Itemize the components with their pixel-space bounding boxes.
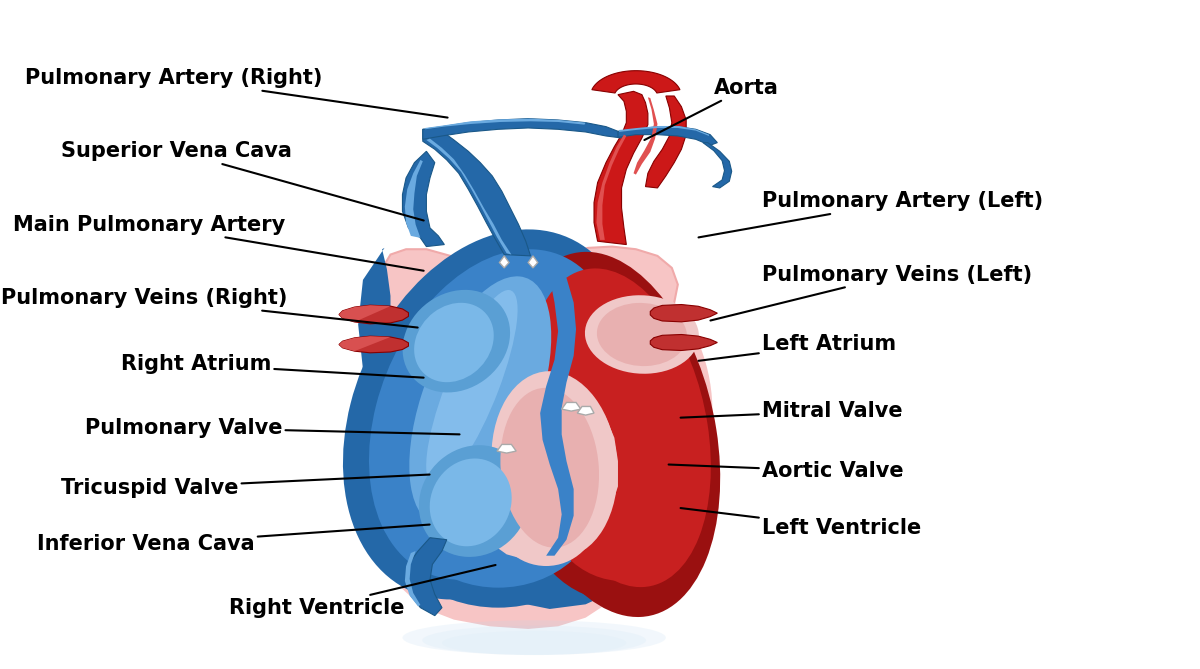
Text: Aorta: Aorta [644,78,779,140]
Text: Tricuspid Valve: Tricuspid Valve [61,474,430,498]
Polygon shape [650,334,718,351]
Polygon shape [425,118,586,129]
Polygon shape [340,305,390,322]
Ellipse shape [419,445,529,557]
Text: Inferior Vena Cava: Inferior Vena Cava [37,524,430,555]
Ellipse shape [526,268,710,587]
Polygon shape [592,71,680,93]
Text: Pulmonary Valve: Pulmonary Valve [85,417,460,438]
Polygon shape [596,134,626,240]
Ellipse shape [426,415,535,547]
Text: Pulmonary Artery (Left): Pulmonary Artery (Left) [698,191,1043,237]
Text: Right Ventricle: Right Ventricle [229,565,496,617]
Ellipse shape [430,458,511,547]
Polygon shape [497,444,516,453]
Ellipse shape [492,371,618,558]
Ellipse shape [596,303,686,366]
Polygon shape [386,471,622,629]
Polygon shape [619,126,709,136]
Text: Mitral Valve: Mitral Valve [680,401,902,421]
Ellipse shape [414,303,493,382]
Ellipse shape [390,355,678,607]
Polygon shape [562,403,581,411]
Ellipse shape [409,276,551,526]
Ellipse shape [442,631,626,655]
Polygon shape [499,256,509,268]
Polygon shape [406,538,446,615]
Text: Pulmonary Artery (Right): Pulmonary Artery (Right) [25,68,448,118]
Polygon shape [404,551,420,606]
Polygon shape [358,248,642,609]
Polygon shape [340,336,390,351]
Text: Left Atrium: Left Atrium [698,334,895,361]
Polygon shape [540,278,576,556]
Polygon shape [618,126,718,145]
Polygon shape [366,247,702,611]
Polygon shape [703,142,732,188]
Polygon shape [528,256,538,268]
Polygon shape [577,407,594,415]
Polygon shape [402,151,444,247]
Polygon shape [340,305,408,324]
Ellipse shape [422,626,646,655]
Ellipse shape [540,408,696,581]
Ellipse shape [376,395,620,607]
Ellipse shape [394,401,602,587]
Polygon shape [594,92,648,245]
Polygon shape [404,160,422,238]
Polygon shape [646,96,686,188]
Polygon shape [634,97,658,175]
Ellipse shape [496,470,598,566]
Ellipse shape [522,401,702,601]
Text: Aortic Valve: Aortic Valve [668,461,904,481]
Text: Main Pulmonary Artery: Main Pulmonary Artery [13,215,424,271]
Ellipse shape [402,620,666,655]
Polygon shape [340,336,408,353]
Ellipse shape [368,250,620,579]
Polygon shape [422,129,530,256]
Ellipse shape [426,290,517,486]
Polygon shape [482,385,618,560]
Ellipse shape [584,295,698,374]
Polygon shape [422,118,622,139]
Polygon shape [426,138,511,254]
Ellipse shape [356,248,713,620]
Polygon shape [650,304,718,322]
Ellipse shape [500,388,599,548]
Text: Superior Vena Cava: Superior Vena Cava [61,141,424,221]
Text: Pulmonary Veins (Left): Pulmonary Veins (Left) [710,264,1032,320]
Text: Right Atrium: Right Atrium [121,355,424,377]
Ellipse shape [343,229,637,599]
Ellipse shape [402,290,510,393]
Text: Left Ventricle: Left Ventricle [680,508,920,538]
Text: Pulmonary Veins (Right): Pulmonary Veins (Right) [1,288,418,328]
Ellipse shape [504,252,720,617]
